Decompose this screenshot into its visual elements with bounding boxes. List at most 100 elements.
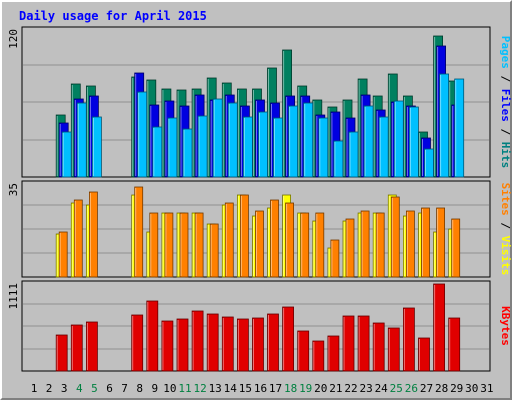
bar-kbytes-day-28 [433, 283, 446, 372]
legend-part-visits-sites-1: / [499, 216, 512, 236]
legend-part-hits-files-pages-0: Pages [499, 36, 512, 69]
y-max-label-hits-files-pages: 120 [7, 29, 20, 49]
bar-sites-day-17 [270, 199, 279, 278]
bar-kbytes-day-3 [55, 334, 68, 372]
bar-sites-day-26 [405, 210, 415, 278]
bar-pages-day-18 [288, 105, 299, 178]
x-tick-label-31: 31 [480, 382, 493, 395]
bar-pages-day-10 [167, 117, 178, 178]
bar-sites-day-16 [255, 210, 264, 278]
bar-pages-day-23 [363, 105, 374, 178]
x-tick-label-19: 19 [299, 382, 312, 395]
x-tick-label-6: 6 [106, 382, 113, 395]
bar-kbytes-day-18 [282, 306, 295, 372]
x-tick-label-21: 21 [329, 382, 342, 395]
bar-pages-day-25 [393, 100, 404, 178]
bar-sites-day-13 [209, 223, 219, 278]
bar-kbytes-day-29 [448, 317, 461, 372]
bar-sites-day-19 [300, 212, 310, 278]
bar-kbytes-day-12 [191, 310, 204, 372]
bar-pages-day-14 [227, 102, 238, 178]
bar-pages-day-5 [92, 116, 102, 178]
x-tick-label-11: 11 [178, 382, 191, 395]
bar-pages-day-28 [439, 73, 450, 178]
bar-kbytes-day-24 [372, 322, 385, 372]
x-tick-label-3: 3 [61, 382, 68, 395]
x-tick-label-28: 28 [435, 382, 448, 395]
bar-pages-day-29 [454, 78, 465, 178]
legend-part-visits-sites-2: Visits [499, 236, 512, 276]
bar-sites-day-11 [179, 212, 189, 278]
y-max-label-kbytes: 1111 [7, 283, 20, 310]
x-tick-label-29: 29 [450, 382, 463, 395]
x-tick-label-30: 30 [465, 382, 478, 395]
bar-kbytes-day-17 [267, 313, 279, 372]
bar-sites-day-28 [436, 207, 446, 278]
legend-hits-files-pages: Pages / Files / Hits [499, 36, 512, 169]
x-tick-label-26: 26 [405, 382, 418, 395]
bar-pages-day-9 [152, 126, 163, 178]
bar-sites-day-3 [58, 231, 68, 278]
x-tick-label-4: 4 [76, 382, 83, 395]
bar-pages-day-3 [61, 131, 72, 178]
bar-kbytes-day-8 [131, 314, 144, 372]
legend-visits-sites: Sites / Visits [499, 183, 512, 276]
bar-sites-day-15 [239, 194, 249, 278]
bar-pages-day-27 [424, 148, 434, 178]
x-tick-label-23: 23 [359, 382, 372, 395]
legend-part-kbytes-0: KBytes [499, 306, 512, 346]
bar-pages-day-24 [378, 116, 389, 178]
bar-pages-day-17 [273, 117, 283, 178]
bar-sites-day-4 [73, 199, 83, 278]
bar-kbytes-day-19 [297, 330, 310, 372]
legend-kbytes: KBytes [499, 306, 512, 346]
bar-kbytes-day-9 [146, 300, 159, 372]
bar-kbytes-day-22 [342, 315, 355, 372]
x-tick-label-17: 17 [269, 382, 282, 395]
bar-kbytes-day-25 [387, 327, 400, 372]
x-tick-label-5: 5 [91, 382, 98, 395]
x-tick-label-25: 25 [390, 382, 403, 395]
x-tick-label-9: 9 [151, 382, 158, 395]
bar-pages-day-11 [182, 128, 193, 178]
bar-pages-day-15 [242, 116, 253, 178]
x-tick-label-24: 24 [375, 382, 389, 395]
x-tick-label-15: 15 [239, 382, 252, 395]
bar-kbytes-day-5 [86, 321, 98, 372]
x-tick-label-7: 7 [121, 382, 128, 395]
bar-pages-day-22 [348, 131, 359, 178]
x-tick-label-27: 27 [420, 382, 433, 395]
bar-sites-day-23 [360, 210, 370, 278]
bar-kbytes-day-21 [327, 335, 340, 372]
x-tick-label-18: 18 [284, 382, 297, 395]
bar-kbytes-day-27 [418, 337, 430, 372]
legend-part-hits-files-pages-2: Files [499, 89, 512, 122]
x-tick-label-14: 14 [224, 382, 238, 395]
bar-sites-day-27 [421, 207, 430, 278]
bar-pages-day-8 [137, 91, 148, 178]
bar-kbytes-day-23 [357, 315, 370, 372]
bar-sites-day-18 [285, 202, 295, 278]
bar-pages-day-20 [318, 117, 329, 178]
bar-sites-day-25 [390, 196, 400, 278]
x-tick-label-2: 2 [46, 382, 53, 395]
bar-kbytes-day-10 [161, 320, 174, 372]
x-tick-label-12: 12 [193, 382, 206, 395]
legend-part-visits-sites-0: Sites [499, 183, 512, 216]
bar-kbytes-day-20 [312, 340, 325, 372]
x-tick-label-10: 10 [163, 382, 176, 395]
bar-sites-day-21 [330, 239, 340, 278]
x-tick-label-20: 20 [314, 382, 327, 395]
bar-pages-day-21 [333, 140, 344, 178]
bar-sites-day-10 [164, 212, 174, 278]
bar-sites-day-8 [134, 186, 144, 278]
legend-part-hits-files-pages-4: Hits [499, 142, 512, 169]
bar-sites-day-9 [149, 212, 159, 278]
bar-kbytes-day-14 [221, 316, 234, 372]
bar-pages-day-4 [76, 102, 87, 178]
y-max-label-visits-sites: 35 [7, 183, 20, 196]
bar-sites-day-29 [451, 218, 461, 278]
legend-part-hits-files-pages-1: / [499, 69, 512, 89]
bar-kbytes-day-26 [402, 307, 415, 372]
chart-title: Daily usage for April 2015 [19, 9, 207, 23]
